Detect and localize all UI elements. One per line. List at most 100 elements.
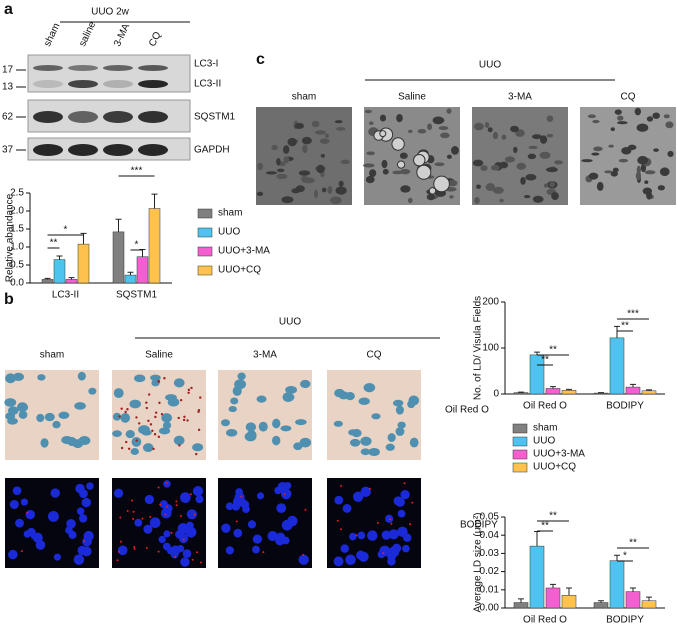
- nucleus: [120, 413, 131, 423]
- lipid-droplet: [186, 419, 189, 422]
- lipid-droplet: [187, 388, 191, 392]
- significance-label: **: [549, 511, 557, 522]
- y-tick-label: 2.0: [10, 206, 24, 217]
- em-organelle: [513, 146, 518, 154]
- em-organelle: [608, 144, 614, 148]
- error-bar: [646, 389, 652, 391]
- nucleus: [235, 488, 243, 496]
- lane-label: sham: [42, 22, 62, 49]
- lipid-droplet: [189, 493, 192, 496]
- em-organelle: [637, 156, 649, 165]
- lipid-droplet: [160, 413, 164, 416]
- lipid-droplet: [145, 406, 149, 410]
- nucleus: [167, 397, 180, 407]
- lipid-droplet: [157, 380, 161, 383]
- nucleus: [74, 402, 86, 410]
- nucleus: [360, 448, 371, 456]
- lipid-droplet: [152, 447, 155, 451]
- lipid-droplet: [26, 511, 29, 514]
- em-organelle: [604, 170, 613, 174]
- em-organelle: [665, 121, 674, 129]
- em-organelle: [283, 145, 290, 154]
- lipid-droplet: [157, 486, 160, 489]
- lipid-droplet: [179, 514, 182, 517]
- lipid-droplet: [182, 418, 186, 422]
- nucleus: [52, 420, 61, 429]
- lipid-droplet: [135, 439, 139, 442]
- nucleus: [272, 418, 281, 429]
- nucleus: [144, 494, 154, 505]
- y-tick-label: 0.0: [10, 278, 24, 289]
- blot-band: [68, 111, 98, 123]
- lipid-droplet: [170, 531, 173, 534]
- nucleus: [275, 532, 286, 543]
- em-organelle: [449, 195, 454, 199]
- nucleus: [149, 517, 161, 529]
- error-bar: [550, 386, 556, 389]
- em-organelle: [277, 168, 285, 173]
- lipid-droplet: [141, 517, 144, 520]
- nucleus: [65, 526, 73, 535]
- nucleus: [159, 500, 168, 509]
- legend-label: sham: [533, 423, 557, 434]
- lipid-droplet: [127, 447, 131, 450]
- lipid-droplet: [131, 499, 134, 502]
- em-organelle: [440, 132, 450, 139]
- em-organelle: [659, 167, 670, 177]
- nucleus: [138, 425, 150, 435]
- lane-label: saline: [77, 20, 98, 49]
- em-organelle: [474, 196, 480, 204]
- nucleus: [402, 544, 410, 553]
- em-organelle: [667, 150, 674, 157]
- lipid-droplet: [403, 482, 406, 485]
- bar: [609, 337, 625, 395]
- nucleus: [130, 448, 139, 455]
- em-organelle: [644, 170, 656, 175]
- legend-swatch: [197, 208, 213, 219]
- lipid-droplet: [116, 559, 119, 562]
- nucleus: [112, 430, 122, 437]
- mw-marker: 13: [2, 82, 14, 93]
- lipid-droplet: [147, 419, 150, 423]
- nucleus: [178, 533, 189, 544]
- lipid-droplet: [193, 513, 196, 516]
- em-organelle: [532, 195, 544, 203]
- nucleus: [32, 532, 43, 543]
- em-organelle: [480, 165, 488, 171]
- lipid-droplet: [124, 410, 127, 414]
- em-organelle: [446, 154, 452, 159]
- em-organelle: [546, 167, 558, 173]
- em-organelle: [311, 120, 320, 128]
- blot-band: [138, 111, 168, 123]
- blot-band: [33, 144, 63, 156]
- error-bar: [151, 193, 158, 209]
- em-organelle: [298, 170, 311, 176]
- y-tick-label: 100: [482, 343, 499, 354]
- em-organelle: [392, 170, 404, 175]
- legend-swatch: [197, 265, 213, 276]
- bar: [112, 231, 125, 284]
- em-organelle: [527, 153, 537, 160]
- column-label: Saline: [398, 92, 426, 103]
- em-organelle: [487, 127, 493, 133]
- nucleus: [334, 388, 345, 398]
- nucleus: [397, 509, 406, 518]
- lipid-droplet: [83, 540, 86, 543]
- nucleus: [27, 527, 36, 537]
- em-organelle: [327, 186, 333, 194]
- nucleus: [333, 556, 344, 567]
- em-organelle: [473, 122, 484, 131]
- em-organelle: [501, 134, 507, 140]
- nucleus: [143, 524, 153, 534]
- error-bar: [550, 583, 556, 588]
- em-organelle: [396, 113, 403, 123]
- em-organelle: [617, 115, 624, 121]
- lipid-droplet: [165, 482, 168, 485]
- bar: [124, 274, 137, 284]
- lipid-droplet: [174, 555, 177, 558]
- error-bar: [630, 587, 636, 592]
- nucleus: [150, 374, 161, 381]
- nucleus: [244, 431, 257, 442]
- x-tick-label: SQSTM1: [116, 290, 158, 301]
